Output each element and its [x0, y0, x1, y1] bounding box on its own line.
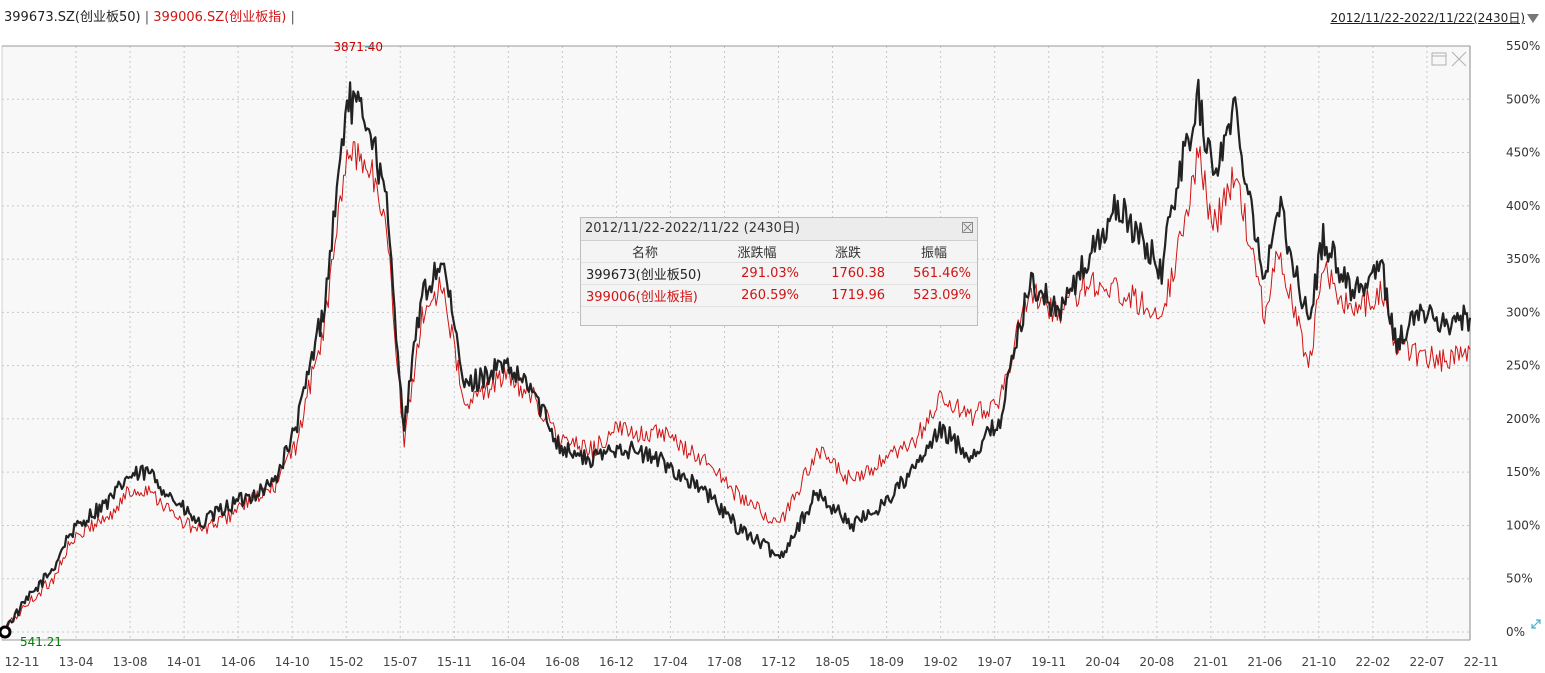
- x-tick-label: 21-01: [1193, 655, 1228, 669]
- x-tick-label: 22-02: [1355, 655, 1390, 669]
- expand-icon[interactable]: [1530, 618, 1542, 630]
- stats-table: 名称 涨跌幅 涨跌 振幅 399673(创业板50) 291.03% 1760.…: [581, 241, 977, 328]
- legend-separator-2: |: [290, 10, 295, 25]
- table-row[interactable]: 399006(创业板指) 260.59% 1719.96 523.09%: [581, 284, 977, 307]
- panel-title-bar: 2012/11/22-2022/11/22 (2430日): [581, 218, 977, 241]
- series-line-1[interactable]: [0, 78, 1472, 633]
- x-tick-label: 20-04: [1085, 655, 1120, 669]
- header-name: 名称: [581, 241, 709, 263]
- x-tick-label: 16-12: [599, 655, 634, 669]
- header-pct: 涨跌幅: [709, 241, 805, 263]
- date-range-label: 2012/11/22-2022/11/22(2430日): [1330, 11, 1525, 25]
- x-tick-label: 15-02: [329, 655, 364, 669]
- x-tick-label: 19-11: [1031, 655, 1066, 669]
- series-legend: 399673.SZ(创业板50) | 399006.SZ(创业板指) |: [4, 9, 295, 27]
- x-tick-label: 15-07: [383, 655, 418, 669]
- x-tick-label: 17-08: [707, 655, 742, 669]
- x-tick-label: 22-11: [1464, 655, 1499, 669]
- row-pct: 291.03%: [709, 262, 805, 285]
- x-tick-label: 19-02: [923, 655, 958, 669]
- y-tick-label: 100%: [1506, 518, 1540, 532]
- row-chg: 1760.38: [805, 262, 891, 285]
- row-pct: 260.59%: [709, 284, 805, 307]
- x-tick-label: 15-11: [437, 655, 472, 669]
- start-marker[interactable]: [0, 625, 12, 639]
- x-tick-label: 12-11: [5, 655, 40, 669]
- x-tick-label: 16-08: [545, 655, 580, 669]
- y-tick-label: 350%: [1506, 252, 1540, 266]
- x-tick-label: 18-09: [869, 655, 904, 669]
- row-name: 399006(创业板指): [581, 284, 709, 307]
- x-tick-label: 20-08: [1139, 655, 1174, 669]
- x-tick-label: 14-01: [167, 655, 202, 669]
- x-tick-label: 18-05: [815, 655, 850, 669]
- stats-header-row: 名称 涨跌幅 涨跌 振幅: [581, 241, 977, 263]
- table-row[interactable]: 399673(创业板50) 291.03% 1760.38 561.46%: [581, 262, 977, 285]
- panel-title: 2012/11/22-2022/11/22 (2430日): [585, 221, 800, 236]
- interval-stats-panel: 2012/11/22-2022/11/22 (2430日) 名称 涨跌幅 涨跌 …: [580, 217, 978, 326]
- close-icon[interactable]: [1451, 51, 1467, 67]
- x-tick-label: 13-08: [113, 655, 148, 669]
- panel-close-icon[interactable]: [962, 222, 973, 233]
- y-tick-label: 250%: [1506, 359, 1540, 373]
- x-tick-label: 17-12: [761, 655, 796, 669]
- y-tick-label: 400%: [1506, 199, 1540, 213]
- y-tick-label: 50%: [1506, 572, 1533, 586]
- x-tick-label: 21-10: [1301, 655, 1336, 669]
- x-tick-label: 22-07: [1410, 655, 1445, 669]
- dropdown-triangle-icon: [1527, 14, 1539, 23]
- x-tick-label: 13-04: [59, 655, 94, 669]
- legend-series1[interactable]: 399673.SZ(创业板50): [4, 10, 141, 25]
- x-tick-label: 17-04: [653, 655, 688, 669]
- header-chg: 涨跌: [805, 241, 891, 263]
- x-tick-label: 19-07: [977, 655, 1012, 669]
- x-tick-label: 21-06: [1247, 655, 1282, 669]
- y-tick-label: 200%: [1506, 412, 1540, 426]
- y-tick-label: 450%: [1506, 146, 1540, 160]
- x-tick-label: 14-06: [221, 655, 256, 669]
- header-amp: 振幅: [891, 241, 977, 263]
- row-amp: 523.09%: [891, 284, 977, 307]
- plot-area: [1, 45, 1471, 641]
- min-value-label: 541.21: [20, 635, 62, 649]
- legend-series2[interactable]: 399006.SZ(创业板指): [153, 10, 287, 25]
- x-tick-label: 14-10: [275, 655, 310, 669]
- row-amp: 561.46%: [891, 262, 977, 285]
- y-tick-label: 550%: [1506, 39, 1540, 53]
- table-row-empty: [581, 307, 977, 329]
- legend-separator-1: |: [144, 10, 150, 25]
- series-line-2[interactable]: [1, 141, 1471, 633]
- x-tick-label: 16-04: [491, 655, 526, 669]
- y-tick-label: 0%: [1506, 625, 1525, 639]
- row-chg: 1719.96: [805, 284, 891, 307]
- y-tick-label: 500%: [1506, 92, 1540, 106]
- max-value-label: 3871.40: [333, 40, 383, 54]
- y-tick-label: 150%: [1506, 465, 1540, 479]
- maximize-icon[interactable]: [1431, 52, 1447, 66]
- date-range-selector[interactable]: 2012/11/22-2022/11/22(2430日): [1330, 9, 1539, 27]
- y-tick-label: 300%: [1506, 305, 1540, 319]
- row-name: 399673(创业板50): [581, 262, 709, 285]
- window-controls: [1431, 51, 1467, 67]
